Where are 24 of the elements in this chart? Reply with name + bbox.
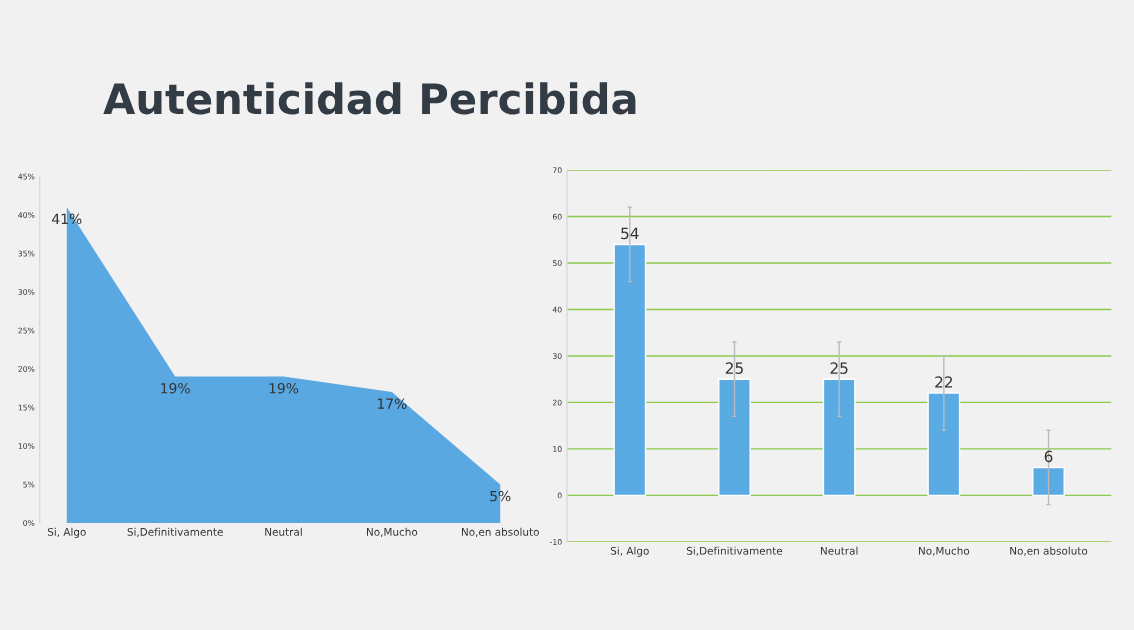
data-label: 25: [725, 362, 743, 374]
x-tick-label: No,Mucho: [367, 527, 418, 537]
data-label: 25: [830, 362, 848, 374]
bar: [1032, 466, 1065, 497]
x-tick-label: No,en absoluto: [1010, 546, 1088, 556]
x-tick-label: Neutral: [820, 546, 858, 555]
data-label: 17%: [377, 398, 407, 409]
data-label: 19%: [269, 383, 299, 394]
x-tick-label: Si, Algo: [610, 546, 649, 557]
bar: [718, 378, 751, 497]
x-tick-label: Neutral: [265, 527, 302, 536]
bar: [822, 378, 856, 497]
x-tick-label: No,en absoluto: [461, 527, 539, 537]
data-label: 6: [1044, 450, 1053, 463]
x-tick-label: Si,Definitivamente: [686, 546, 783, 556]
data-label: 54: [621, 227, 639, 240]
x-tick-label: No,Mucho: [918, 546, 970, 556]
bar: [927, 392, 961, 497]
data-label: 19%: [161, 383, 190, 394]
data-label: 22: [935, 376, 953, 388]
x-tick-label: Si, Algo: [47, 527, 86, 538]
chart-title: Autenticidad Percibida: [103, 82, 636, 115]
bar: [613, 243, 647, 497]
x-tick-label: Si,Definitivamente: [127, 527, 223, 537]
